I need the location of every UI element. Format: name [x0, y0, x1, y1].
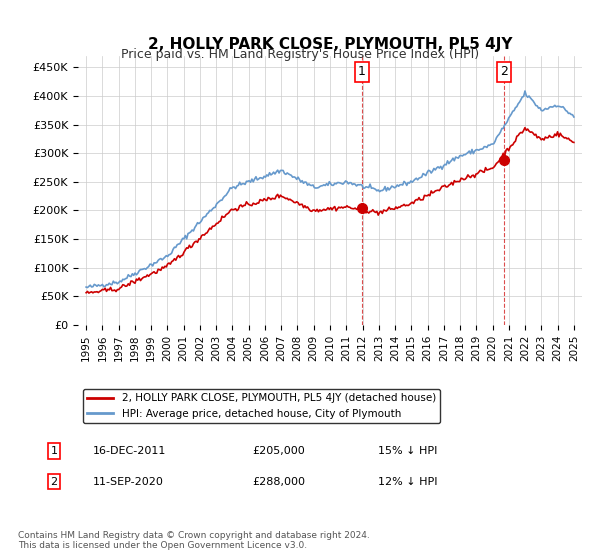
Text: 2: 2	[500, 66, 508, 78]
Text: 2: 2	[50, 477, 58, 487]
Text: £288,000: £288,000	[252, 477, 305, 487]
Legend: 2, HOLLY PARK CLOSE, PLYMOUTH, PL5 4JY (detached house), HPI: Average price, det: 2, HOLLY PARK CLOSE, PLYMOUTH, PL5 4JY (…	[83, 389, 440, 423]
Text: 1: 1	[50, 446, 58, 456]
Text: 12% ↓ HPI: 12% ↓ HPI	[378, 477, 437, 487]
Text: 1: 1	[358, 66, 366, 78]
Text: 11-SEP-2020: 11-SEP-2020	[93, 477, 164, 487]
Text: 15% ↓ HPI: 15% ↓ HPI	[378, 446, 437, 456]
Text: £205,000: £205,000	[252, 446, 305, 456]
Text: Contains HM Land Registry data © Crown copyright and database right 2024.
This d: Contains HM Land Registry data © Crown c…	[18, 530, 370, 550]
Title: 2, HOLLY PARK CLOSE, PLYMOUTH, PL5 4JY: 2, HOLLY PARK CLOSE, PLYMOUTH, PL5 4JY	[148, 37, 512, 52]
Text: 16-DEC-2011: 16-DEC-2011	[93, 446, 166, 456]
Text: Price paid vs. HM Land Registry's House Price Index (HPI): Price paid vs. HM Land Registry's House …	[121, 48, 479, 60]
